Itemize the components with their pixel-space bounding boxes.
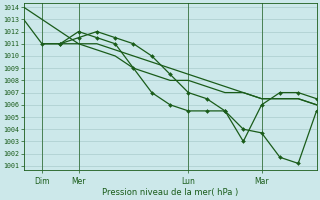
X-axis label: Pression niveau de la mer( hPa ): Pression niveau de la mer( hPa ): [102, 188, 238, 197]
